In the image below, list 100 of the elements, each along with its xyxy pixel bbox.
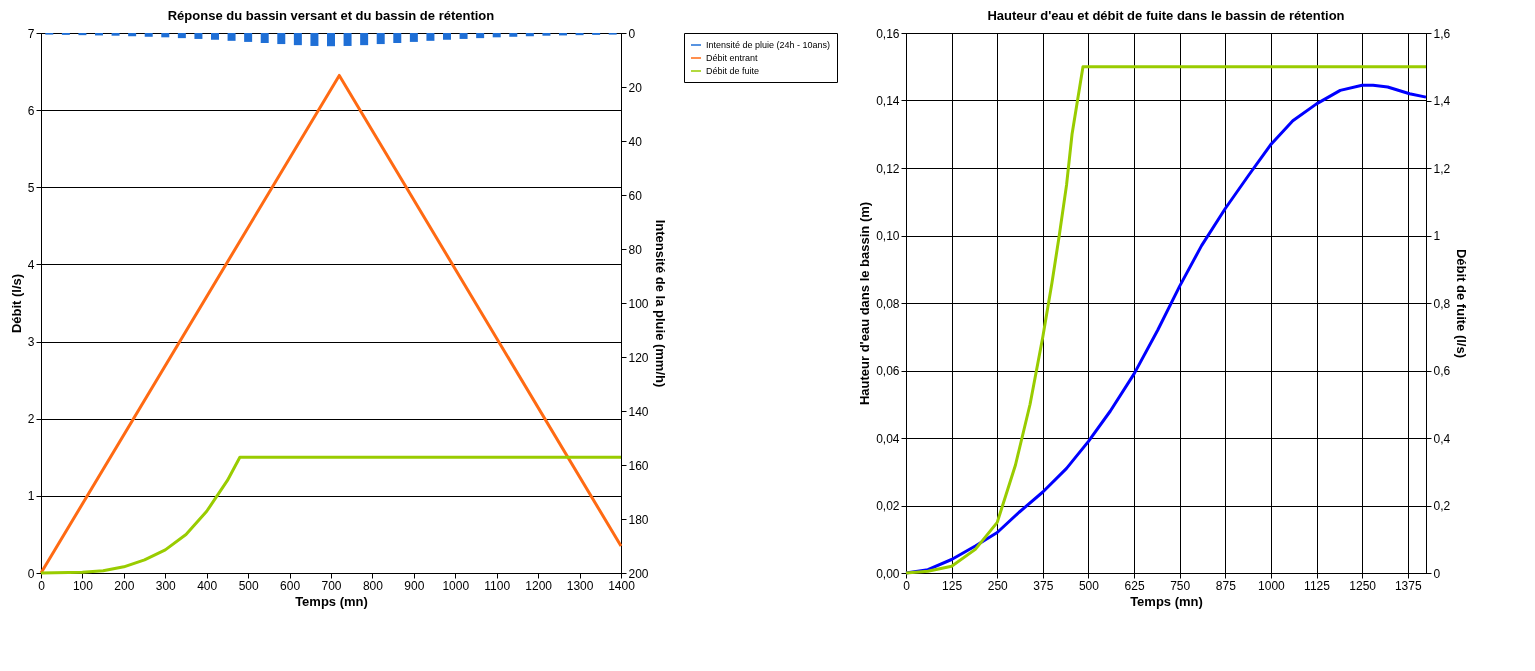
- bar: [360, 33, 369, 46]
- y2-tick-label: 0,2: [1433, 499, 1451, 513]
- y-tick-label: 7: [27, 26, 35, 41]
- y-tick-label: 0,06: [876, 364, 900, 378]
- x-tick-label: 800: [362, 578, 384, 593]
- y2-tick-label: 60: [628, 188, 643, 203]
- y-axis-title: Débit (l/s): [8, 273, 24, 334]
- bar: [78, 33, 87, 36]
- x-tick-label: 0: [38, 578, 46, 593]
- legend-label: Débit entrant: [706, 53, 759, 63]
- x-tick-label: 500: [238, 578, 259, 593]
- bar: [227, 33, 236, 41]
- bar: [111, 33, 120, 36]
- bar: [310, 33, 319, 46]
- y2-tick-label: 120: [628, 350, 649, 365]
- x-axis-title: Temps (mn): [1130, 593, 1203, 609]
- x-tick-label: 1375: [1394, 578, 1422, 593]
- bar: [293, 33, 302, 46]
- chart-title: Hauteur d'eau et débit de fuite dans le bassin de rétention: [987, 8, 1345, 23]
- y-tick-label: 0,10: [876, 229, 900, 243]
- legend-label: Intensité de pluie (24h - 10ans): [706, 40, 831, 50]
- bar: [409, 33, 418, 42]
- y2-tick-label: 0,8: [1433, 296, 1451, 311]
- bar: [525, 33, 534, 37]
- y2-axis-title: Débit de fuite (l/s): [1454, 248, 1470, 359]
- y2-tick-label: 160: [628, 458, 649, 473]
- x-tick-label: 700: [321, 578, 342, 593]
- bar: [194, 33, 203, 39]
- bar: [459, 33, 468, 39]
- y-tick-label: 6: [27, 103, 35, 118]
- x-tick-label: 1200: [525, 578, 553, 593]
- y2-axis-title: Intensité de la pluie (mm/h): [652, 219, 668, 388]
- bar: [492, 33, 501, 38]
- bar: [277, 33, 286, 45]
- y2-tick-label: 100: [628, 296, 649, 311]
- bar: [575, 33, 584, 36]
- bar: [177, 33, 186, 39]
- y-tick-label: 0,02: [876, 499, 900, 513]
- bar: [128, 33, 137, 37]
- y2-tick-label: 200: [628, 566, 649, 581]
- x-tick-label: 1400: [608, 578, 636, 593]
- bar: [376, 33, 385, 45]
- y2-tick-label: 20: [628, 80, 643, 95]
- x-tick-label: 250: [987, 578, 1009, 593]
- y2-tick-label: 1,2: [1433, 161, 1451, 176]
- bar: [393, 33, 402, 43]
- line-series: [39, 455, 623, 575]
- x-tick-label: 1000: [1258, 578, 1286, 593]
- x-tick-label: 900: [404, 578, 425, 593]
- x-tick-label: 1000: [442, 578, 470, 593]
- y-tick-label: 0,14: [876, 94, 900, 108]
- y2-tick-label: 40: [628, 134, 643, 149]
- x-tick-label: 875: [1215, 578, 1237, 593]
- x-tick-label: 750: [1170, 578, 1191, 593]
- bar: [426, 33, 435, 41]
- y2-tick-label: 0,4: [1433, 431, 1451, 446]
- y2-tick-label: 140: [628, 404, 649, 419]
- x-tick-label: 1100: [484, 578, 511, 593]
- y-tick-label: 0,04: [876, 431, 900, 446]
- bar: [211, 33, 219, 40]
- bar: [144, 33, 153, 37]
- y2-tick-label: 1: [1433, 229, 1441, 243]
- y2-tick-label: 180: [628, 512, 649, 527]
- x-tick-label: 200: [114, 578, 135, 593]
- chart-title: Réponse du bassin versant et du bassin de rétention: [167, 8, 495, 23]
- x-tick-label: 0: [903, 578, 911, 593]
- y-tick-label: 4: [27, 257, 35, 272]
- x-tick-label: 625: [1124, 578, 1145, 593]
- y-tick-label: 0: [27, 566, 35, 581]
- y-tick-label: 0,16: [876, 26, 900, 41]
- bar: [343, 33, 352, 46]
- y-tick-label: 1: [27, 489, 35, 504]
- x-tick-label: 500: [1078, 578, 1100, 593]
- x-tick-label: 1250: [1349, 578, 1377, 593]
- y-tick-label: 2: [27, 412, 35, 427]
- x-axis-title: Temps (mn): [295, 593, 368, 609]
- y2-tick-label: 1,4: [1433, 94, 1451, 108]
- x-tick-label: 300: [155, 578, 177, 593]
- y-tick-label: 0,12: [876, 161, 900, 176]
- y2-tick-label: 1,6: [1433, 26, 1451, 41]
- y-axis-title: Hauteur d'eau dans le bassin (m): [857, 201, 873, 406]
- y-tick-label: 5: [27, 180, 35, 195]
- y-tick-label: 3: [27, 335, 35, 350]
- bar: [244, 33, 253, 42]
- legend-label: Débit de fuite: [706, 66, 760, 76]
- y2-tick-label: 80: [628, 242, 643, 257]
- y2-tick-label: 0: [1433, 566, 1441, 581]
- bar: [509, 33, 518, 37]
- x-tick-label: 1300: [566, 578, 594, 593]
- bar: [327, 33, 335, 47]
- bar: [161, 33, 170, 38]
- y-tick-label: 0,08: [876, 296, 900, 311]
- x-tick-label: 100: [72, 578, 94, 593]
- y2-tick-label: 0,6: [1433, 364, 1451, 378]
- x-tick-label: 125: [942, 578, 963, 593]
- x-tick-label: 600: [280, 578, 301, 593]
- y2-tick-label: 0: [628, 26, 636, 41]
- bar: [476, 33, 485, 39]
- y-tick-label: 0,00: [876, 566, 900, 581]
- x-tick-label: 400: [197, 578, 218, 593]
